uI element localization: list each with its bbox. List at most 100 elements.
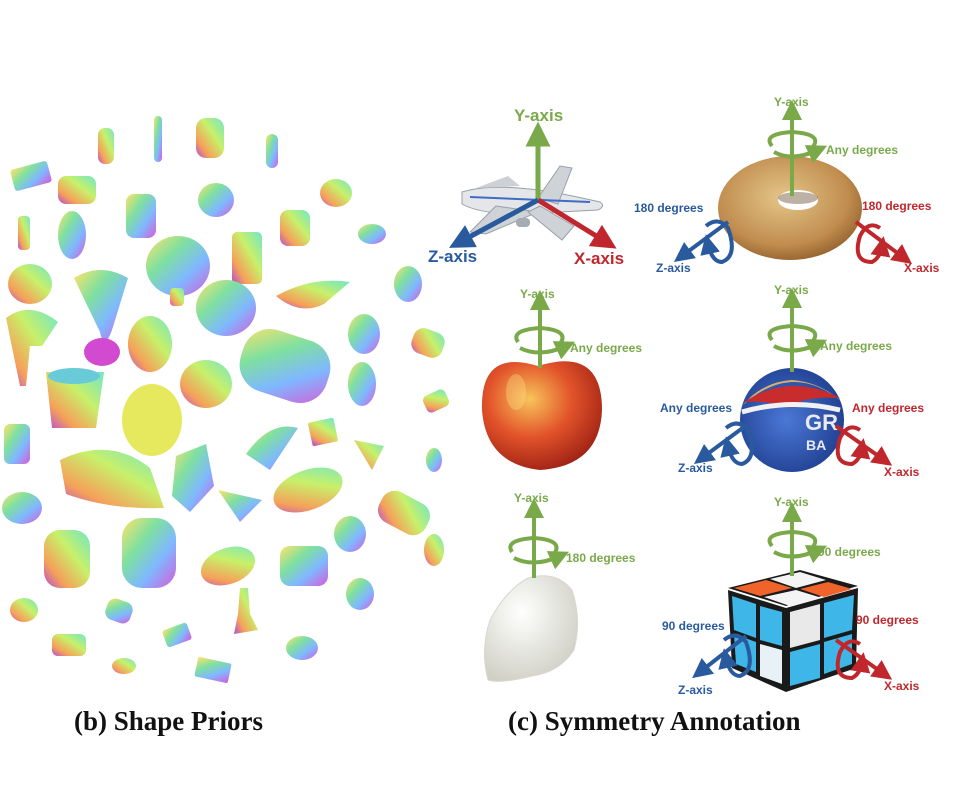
shape-prior [194,657,232,683]
cube-x-degrees: 90 degrees [856,613,919,627]
shape-prior [122,518,176,588]
shape-prior [424,534,444,566]
shape-prior [320,179,352,207]
shape-prior [198,183,234,217]
shape-prior [10,598,38,622]
ball-axes [693,288,893,467]
caption-symmetry-annotation: (c) Symmetry Annotation [508,706,801,736]
shape-prior [128,316,172,372]
shape-prior [44,530,90,588]
shape-prior [105,598,133,624]
ball-x-label: X-axis [884,465,920,479]
donut-y-degrees: Any degrees [826,143,898,157]
rubiks-cube-image [728,570,858,692]
donut-x-label: X-axis [904,261,940,275]
shape-prior [52,634,86,656]
ball-y-label: Y-axis [774,283,809,297]
shape-prior [426,448,442,472]
shape-prior [308,417,338,447]
shape-prior [354,440,384,470]
shape-prior [58,176,96,204]
apple-image [481,361,602,470]
caption-shape-priors: (b) Shape Priors [74,706,263,736]
shape-prior [394,266,422,302]
shape-prior [112,658,136,674]
shape-prior [232,232,262,284]
donut-axes [673,100,912,265]
cube-axes [692,502,893,681]
shape-prior [84,338,120,366]
apple-axes [514,290,576,368]
apple-y-label: Y-axis [520,287,555,301]
shape-prior [4,424,30,464]
ball-z-label: Z-axis [678,461,713,475]
airplane-axes [448,121,617,249]
shape-prior [18,216,30,250]
airplane-z-label: Z-axis [428,247,477,266]
shape-prior [266,134,278,168]
apple-y-degrees: Any degrees [570,341,642,355]
shape-prior [74,270,128,342]
shape-prior [196,118,224,158]
donut-image [718,156,862,260]
shape-prior [126,194,156,238]
shape-priors-cloud [2,116,450,683]
shape-prior [6,309,58,386]
shape-prior [8,264,52,304]
shape-prior [46,372,104,428]
svg-text:GR: GR [805,410,838,435]
shape-prior [239,328,331,404]
shape-prior [154,116,162,162]
rock-axes [508,498,570,578]
shape-prior [146,236,210,296]
shape-prior [334,516,366,552]
shape-prior [246,426,298,470]
shape-prior [2,492,42,524]
donut-x-degrees: 180 degrees [862,199,932,213]
shape-prior [48,368,100,384]
shape-prior [196,280,256,336]
shape-prior [162,622,192,648]
cube-z-label: Z-axis [678,683,713,697]
shape-prior [276,280,350,309]
cube-z-degrees: 90 degrees [662,619,725,633]
shape-prior [273,467,343,513]
cube-y-degrees: 90 degrees [818,545,881,559]
shape-prior [172,444,214,512]
rock-y-label: Y-axis [514,491,549,505]
shape-prior [358,224,386,244]
shape-prior [122,384,182,456]
shape-prior [348,314,380,354]
svg-text:BA: BA [806,437,826,453]
shape-prior [280,546,328,586]
ball-y-degrees: Any degrees [820,339,892,353]
shape-prior [286,636,318,660]
shape-prior [60,449,164,509]
donut-y-label: Y-axis [774,95,809,109]
shape-prior [200,546,256,586]
shape-prior [346,578,374,610]
shape-prior [422,389,450,413]
donut-z-degrees: 180 degrees [634,201,704,215]
airplane-y-label: Y-axis [514,106,563,125]
shape-prior [170,288,184,306]
shape-prior [58,211,86,259]
ball-z-degrees: Any degrees [660,401,732,415]
ball-image: GR BA [740,368,844,472]
shape-prior [377,490,431,536]
donut-z-label: Z-axis [656,261,691,275]
shape-prior [180,360,232,408]
shape-prior [348,362,376,406]
airplane-x-label: X-axis [574,249,624,268]
shape-prior [10,161,52,191]
shape-prior [411,328,445,358]
ball-x-degrees: Any degrees [852,401,924,415]
rock-image [484,575,578,682]
rock-y-degrees: 180 degrees [566,551,636,565]
shape-prior [98,128,114,164]
shape-prior [234,588,258,634]
shape-prior [280,210,310,246]
cube-x-label: X-axis [884,679,920,693]
